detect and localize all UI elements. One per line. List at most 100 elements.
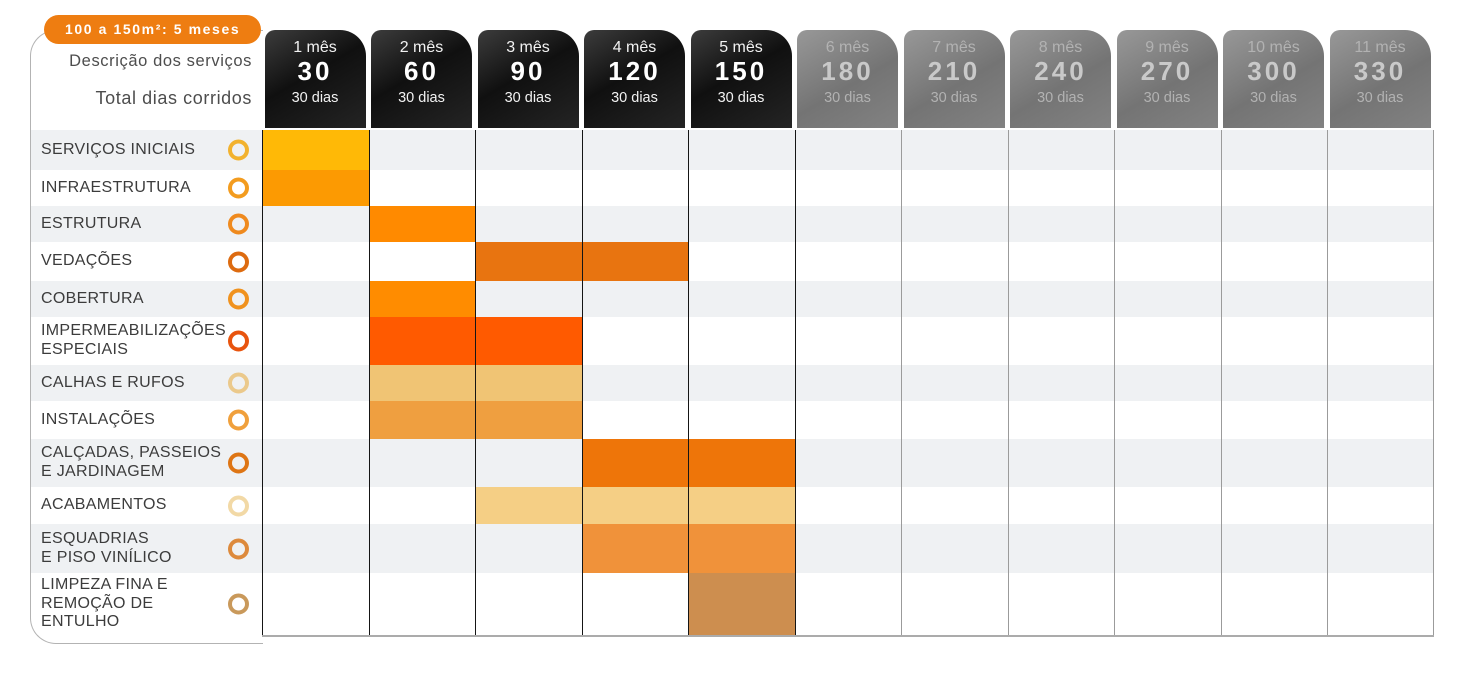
month-cell	[1114, 524, 1221, 573]
gantt-bar-segment	[688, 524, 795, 573]
month-cell	[475, 170, 582, 206]
month-label: 1 mês	[293, 39, 337, 56]
month-cell	[262, 487, 369, 524]
month-tab-11: 11 mês 330 30 dias	[1329, 30, 1431, 128]
month-cell	[475, 439, 582, 487]
month-cell	[901, 487, 1008, 524]
month-cell	[901, 130, 1008, 170]
month-cell	[581, 130, 689, 170]
service-ring-icon	[228, 330, 249, 352]
month-cell	[262, 439, 369, 487]
month-cell	[368, 439, 476, 487]
gantt-bar-segment	[475, 242, 582, 281]
month-cell	[368, 573, 476, 635]
month-cell	[1114, 281, 1221, 317]
month-cell	[1220, 401, 1328, 439]
services-description-heading: Descrição dos serviços	[69, 52, 252, 70]
month-cell	[1007, 281, 1115, 317]
month-cell	[794, 206, 902, 242]
month-cell	[1114, 573, 1221, 635]
service-label-cell: CALHAS E RUFOS	[30, 365, 262, 401]
service-label-cell: CALÇADAS, PASSEIOS E JARDINAGEM	[30, 439, 262, 487]
month-cell	[1327, 439, 1434, 487]
month-duration: 30 dias	[824, 89, 871, 106]
gantt-bar-segment	[368, 365, 475, 401]
month-tab-3: 3 mês 90 30 dias	[477, 30, 579, 128]
month-label: 4 mês	[612, 39, 657, 56]
month-cell	[901, 206, 1008, 242]
month-cell	[368, 524, 476, 573]
month-cell	[1327, 573, 1434, 635]
month-cell	[1220, 170, 1328, 206]
month-label: 3 mês	[506, 39, 550, 56]
month-cell	[1007, 573, 1115, 635]
month-cell	[1327, 365, 1434, 401]
month-label: 10 mês	[1247, 39, 1300, 56]
service-ring-icon	[228, 538, 249, 559]
month-cell	[1007, 317, 1115, 365]
month-cell	[1114, 439, 1221, 487]
month-label: 11 mês	[1354, 39, 1406, 56]
month-cell	[368, 170, 476, 206]
month-cell	[794, 401, 902, 439]
month-cell	[262, 401, 369, 439]
month-cell	[1220, 365, 1328, 401]
grid-bottom-line	[262, 635, 1434, 637]
gantt-bar-segment	[581, 439, 688, 487]
month-tab-10: 10 mês 300 30 dias	[1223, 30, 1324, 128]
service-name: ACABAMENTOS	[41, 496, 167, 514]
area-duration-badge: 100 a 150m²: 5 meses	[44, 15, 262, 44]
month-cell	[794, 317, 902, 365]
service-row: SERVIÇOS INICIAIS	[30, 130, 1434, 170]
month-cell	[794, 365, 902, 401]
gantt-grid: SERVIÇOS INICIAIS INFRAESTRUTURA ESTRUTURA…	[30, 130, 1434, 637]
month-cell	[1114, 317, 1221, 365]
gantt-bar-segment	[475, 317, 582, 365]
month-duration: 30 dias	[1250, 89, 1297, 106]
service-row: ESTRUTURA	[30, 206, 1434, 242]
cumulative-days: 300	[1247, 56, 1300, 86]
month-label: 9 mês	[1145, 39, 1189, 56]
month-cell	[901, 439, 1008, 487]
month-cell	[794, 170, 902, 206]
month-cell	[581, 365, 689, 401]
month-cell	[581, 401, 689, 439]
month-cell	[1114, 242, 1221, 281]
cumulative-days: 60	[404, 56, 439, 86]
month-cell	[262, 365, 369, 401]
service-label-cell: ESQUADRIAS E PISO VINÍLICO	[30, 524, 262, 573]
month-cell	[901, 317, 1008, 365]
month-cell	[1220, 524, 1328, 573]
gantt-bar-segment	[688, 487, 795, 524]
month-cell	[1327, 130, 1434, 170]
gantt-bar-segment	[475, 365, 582, 401]
month-cell	[262, 206, 369, 242]
gantt-bar-segment	[262, 130, 369, 170]
month-cell	[1007, 170, 1115, 206]
month-cell	[475, 573, 582, 635]
month-cell	[1327, 281, 1434, 317]
cumulative-days: 180	[821, 56, 874, 86]
month-cell	[794, 130, 902, 170]
service-ring-icon	[228, 288, 249, 310]
gantt-bar-segment	[688, 573, 795, 635]
month-cell	[794, 487, 902, 524]
month-cell	[1220, 206, 1328, 242]
gantt-bar-segment	[368, 401, 475, 439]
month-cell	[1114, 487, 1221, 524]
month-cell	[794, 524, 902, 573]
month-duration: 30 dias	[717, 89, 765, 106]
schedule-chart: 100 a 150m²: 5 meses Descrição dos servi…	[30, 15, 1434, 644]
gantt-bar-segment	[475, 487, 582, 524]
service-name: INSTALAÇÕES	[41, 410, 156, 428]
month-cell	[1327, 401, 1434, 439]
service-ring-icon	[228, 251, 249, 272]
month-cell	[475, 130, 582, 170]
month-cell	[794, 281, 902, 317]
month-cell	[1007, 487, 1115, 524]
service-label-cell: INFRAESTRUTURA	[30, 170, 262, 206]
service-label-cell: INSTALAÇÕES	[30, 401, 262, 439]
service-name: LIMPEZA FINA E REMOÇÃO DE ENTULHO	[41, 575, 168, 631]
service-ring-icon	[228, 372, 249, 394]
service-ring-icon	[228, 213, 249, 235]
